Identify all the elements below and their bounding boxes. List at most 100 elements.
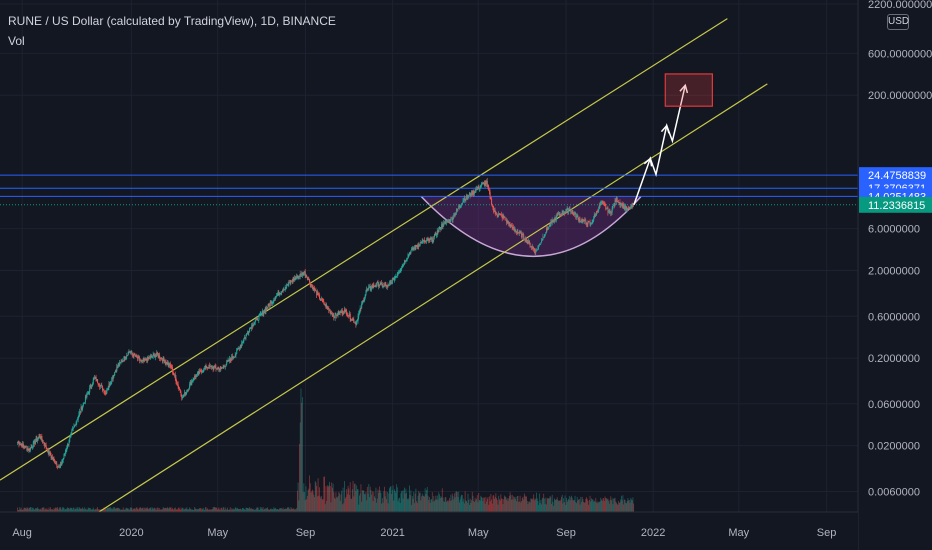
volume-bar xyxy=(504,496,506,512)
projection-path[interactable] xyxy=(633,83,689,206)
volume-bar xyxy=(619,502,621,512)
candle-body xyxy=(283,289,285,291)
volume-bar xyxy=(117,507,118,512)
candle-body xyxy=(207,367,209,369)
volume-bar xyxy=(207,508,208,512)
candle-body xyxy=(124,357,126,359)
volume-bar xyxy=(299,443,300,512)
candle-body xyxy=(374,286,376,287)
volume-bar xyxy=(457,497,459,512)
currency-button[interactable]: USD xyxy=(887,14,909,30)
candle-body xyxy=(114,372,116,376)
candle-body xyxy=(60,464,62,466)
volume-bar xyxy=(94,509,96,512)
volume-bar xyxy=(84,509,86,512)
volume-indicator-label[interactable]: Vol xyxy=(8,34,25,48)
candle-body xyxy=(564,212,566,214)
candle-body xyxy=(17,442,19,443)
candle-body xyxy=(503,217,505,219)
candle-body xyxy=(59,466,61,468)
volume-bar xyxy=(210,509,212,512)
candle-body xyxy=(138,356,140,358)
candle-body xyxy=(562,211,564,214)
volume-bar xyxy=(336,497,338,512)
volume-bar xyxy=(346,489,348,512)
candle-body xyxy=(438,229,440,232)
candle-body xyxy=(182,396,184,398)
volume-bar xyxy=(22,509,24,512)
candle-body xyxy=(277,292,279,295)
volume-bar xyxy=(396,484,398,512)
volume-bar xyxy=(573,499,575,512)
candle-body xyxy=(216,368,218,370)
volume-bar xyxy=(561,494,563,512)
candle-body xyxy=(394,277,396,281)
candle-body xyxy=(322,301,324,302)
candle-body xyxy=(526,241,528,243)
volume-bar xyxy=(77,509,79,512)
target-zone[interactable] xyxy=(664,73,713,107)
volume-bar xyxy=(581,496,583,512)
candle-body xyxy=(306,275,308,278)
candle-body xyxy=(124,356,126,359)
volume-bar xyxy=(446,500,448,512)
volume-bar xyxy=(583,501,585,512)
volume-bar xyxy=(366,500,368,512)
candle-body xyxy=(453,214,455,218)
volume-bar xyxy=(175,509,177,512)
volume-bar xyxy=(574,495,576,512)
candle-body xyxy=(476,188,478,190)
candle-body xyxy=(515,231,517,232)
candle-body xyxy=(181,396,183,398)
candle-body xyxy=(568,209,570,210)
candle-body xyxy=(96,379,98,381)
volume-bar xyxy=(54,507,56,512)
volume-bar xyxy=(61,509,63,512)
candle-body xyxy=(393,277,395,281)
volume-bar xyxy=(246,507,248,512)
candle-body xyxy=(420,242,422,243)
volume-bar xyxy=(112,509,113,512)
volume-bar xyxy=(381,498,383,512)
volume-bar xyxy=(174,507,176,512)
candle-body xyxy=(628,206,630,209)
volume-bar xyxy=(127,508,129,512)
volume-bar xyxy=(176,509,178,512)
volume-bar xyxy=(57,507,59,512)
candle-body xyxy=(456,209,458,210)
volume-bar xyxy=(82,507,83,512)
candle-body xyxy=(558,213,560,215)
volume-bar xyxy=(85,508,87,512)
volume-bar xyxy=(220,507,222,512)
volume-bar xyxy=(228,509,230,512)
volume-bar xyxy=(27,507,29,512)
candle-body xyxy=(387,285,389,287)
candle-body xyxy=(265,308,267,312)
volume-bar xyxy=(623,499,625,512)
price-axis[interactable]: 2200.0000000600.0000000200.00000006.0000… xyxy=(857,0,932,550)
candle-body xyxy=(222,366,224,368)
volume-bar xyxy=(60,508,62,512)
price-axis-bg xyxy=(858,0,932,550)
candle-body xyxy=(83,402,85,404)
volume-bar xyxy=(367,493,369,512)
volume-bar xyxy=(538,493,540,512)
projection-line xyxy=(633,85,686,206)
candle-body xyxy=(512,227,514,229)
level-price-tag: 24.4758839 xyxy=(868,170,926,182)
volume-bar xyxy=(264,508,266,512)
volume-bar xyxy=(296,490,298,512)
trend-channel[interactable] xyxy=(0,18,768,534)
volume-bar xyxy=(352,480,354,512)
time-axis[interactable]: Aug 2020 May Sep 2021 May Sep 2022 May Sep xyxy=(0,511,858,550)
candle-body xyxy=(319,298,321,300)
candle-body xyxy=(556,215,558,220)
volume-bar xyxy=(107,508,108,512)
horizontal-levels[interactable] xyxy=(0,174,858,206)
candle-body xyxy=(536,249,538,251)
volume-bar xyxy=(194,508,196,512)
candle-body xyxy=(570,211,572,213)
candle-body xyxy=(525,238,527,242)
volume-bar xyxy=(273,507,275,512)
